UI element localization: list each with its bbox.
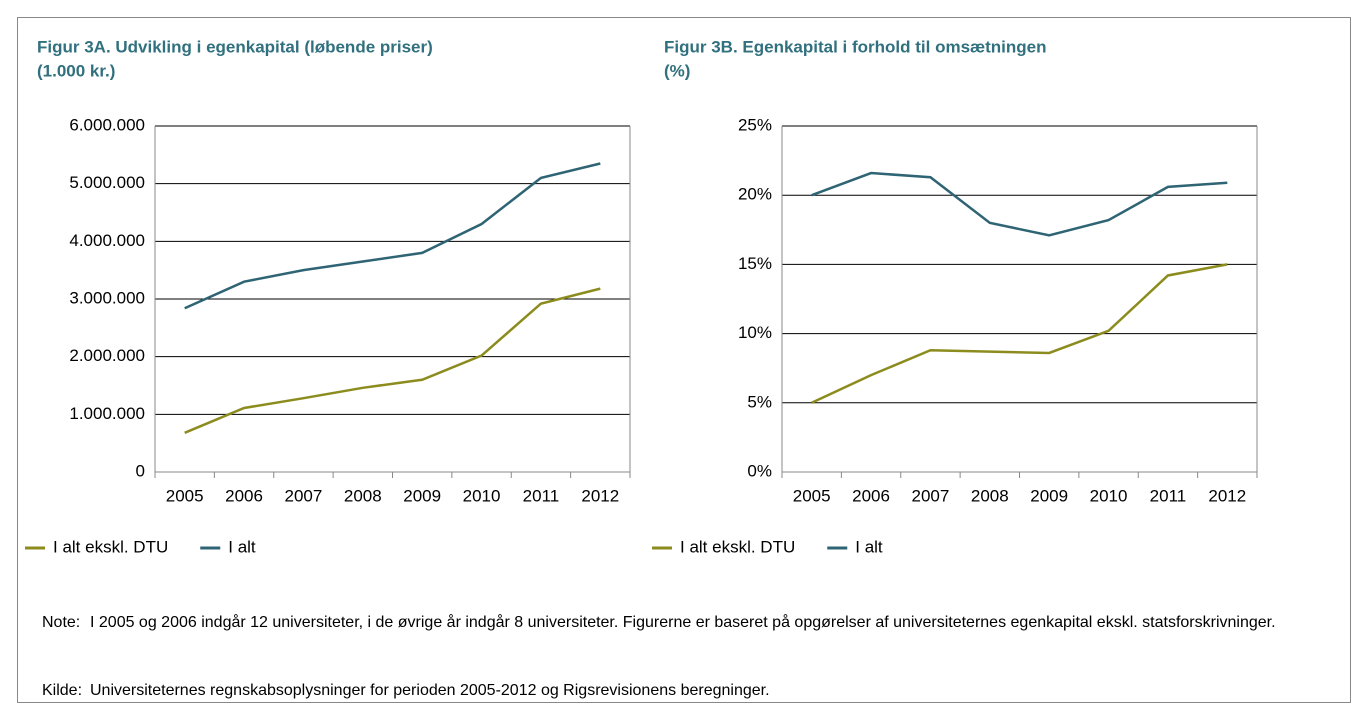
x-tick-label: 2012	[581, 486, 619, 505]
x-tick-label: 2009	[403, 486, 441, 505]
x-tick-label: 2009	[1030, 486, 1068, 505]
x-tick-label: 2008	[344, 486, 382, 505]
y-tick-label: 5%	[747, 392, 772, 411]
y-tick-label: 25%	[738, 115, 772, 134]
note-text: I 2005 og 2006 indgår 12 universiteter, …	[90, 614, 1276, 631]
frame	[17, 17, 1351, 703]
y-tick-label: 4.000.000	[69, 231, 145, 250]
note-label: Note:	[42, 614, 81, 631]
chart-title: (%)	[664, 61, 690, 80]
y-tick-label: 0	[136, 461, 145, 480]
x-tick-label: 2011	[523, 486, 560, 505]
y-tick-label: 3.000.000	[69, 288, 145, 307]
chart-title: (1.000 kr.)	[37, 61, 115, 80]
x-tick-label: 2012	[1208, 486, 1246, 505]
y-tick-label: 15%	[738, 254, 772, 273]
source-text: Universiteternes regnskabsoplysninger fo…	[90, 682, 770, 699]
chart-title: Figur 3B. Egenkapital i forhold til omsæ…	[664, 37, 1047, 56]
series-line	[184, 287, 601, 434]
x-tick-label: 2010	[463, 486, 501, 505]
x-tick-label: 2006	[852, 486, 890, 505]
x-tick-label: 2006	[225, 486, 263, 505]
source-label: Kilde:	[42, 682, 83, 699]
series-line	[184, 162, 601, 310]
x-tick-label: 2007	[912, 486, 950, 505]
legend-label: I alt	[855, 537, 883, 556]
series-line	[811, 171, 1228, 237]
note: Note: I 2005 og 2006 indgår 12 universit…	[42, 611, 1342, 634]
legend-label: I alt ekskl. DTU	[53, 537, 168, 556]
y-tick-label: 5.000.000	[69, 173, 145, 192]
y-tick-label: 20%	[738, 185, 772, 204]
x-tick-label: 2005	[793, 486, 831, 505]
y-tick-label: 2.000.000	[69, 346, 145, 365]
legend-label: I alt ekskl. DTU	[680, 537, 795, 556]
charts: Figur 3A. Udvikling i egenkapital (løben…	[25, 37, 1258, 556]
series-line	[811, 263, 1228, 404]
y-tick-label: 0%	[747, 461, 772, 480]
y-tick-label: 6.000.000	[69, 115, 145, 134]
x-tick-label: 2010	[1090, 486, 1128, 505]
x-tick-label: 2008	[971, 486, 1009, 505]
x-tick-label: 2011	[1150, 486, 1187, 505]
chart-title: Figur 3A. Udvikling i egenkapital (løben…	[37, 37, 433, 56]
source: Kilde: Universiteternes regnskabsoplysni…	[42, 679, 1342, 702]
x-tick-label: 2005	[166, 486, 204, 505]
x-tick-label: 2007	[285, 486, 323, 505]
legend-label: I alt	[228, 537, 256, 556]
y-tick-label: 10%	[738, 323, 772, 342]
y-tick-label: 1.000.000	[69, 404, 145, 423]
